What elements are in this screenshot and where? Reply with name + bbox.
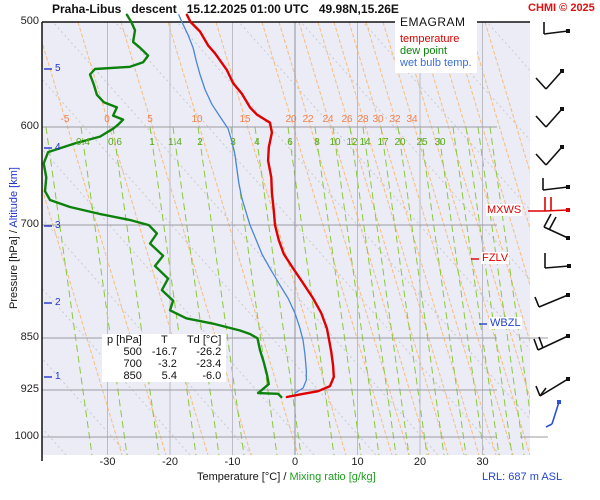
mixing-ratio-label-25: 25 bbox=[416, 137, 428, 148]
sounding-datetime: 15.12.2025 01:00 UTC bbox=[186, 2, 309, 16]
curve-dew-point bbox=[42, 13, 283, 399]
temp-tick--30: -30 bbox=[99, 456, 116, 468]
station-coords: 49.98N,15.26E bbox=[318, 2, 399, 16]
mixing-ratio-label-30: 30 bbox=[434, 137, 446, 148]
table-row: 850 5.4 -6.0 bbox=[123, 370, 222, 382]
station-name: Praha-Libus bbox=[52, 2, 122, 16]
moist-adiabat-label-15: 15 bbox=[239, 114, 251, 125]
wind-barb-dot bbox=[566, 208, 570, 212]
mixing-ratio-label-8: 8 bbox=[314, 137, 320, 148]
moist-adiabat-label-22: 22 bbox=[302, 114, 314, 125]
moist-adiabat-label-32: 32 bbox=[389, 114, 401, 125]
moist-adiabat-label-0: 0 bbox=[104, 114, 110, 125]
sounding-type: descent bbox=[131, 2, 177, 16]
copyright: CHMI © 2025 bbox=[528, 2, 595, 14]
pressure-tick-1000: 1000 bbox=[14, 430, 39, 442]
pressure-tick-500: 500 bbox=[20, 15, 39, 27]
x-axis-title-sep: / bbox=[280, 471, 290, 483]
mixing-ratio-label-0.4: 0.4 bbox=[76, 137, 90, 148]
altitude-tick-4km: 4 bbox=[55, 142, 61, 153]
moist-adiabat-label--5: -5 bbox=[60, 114, 70, 125]
moist-adiabat-label-20: 20 bbox=[285, 114, 297, 125]
plot-background bbox=[42, 22, 530, 455]
table-row: 700 -3.2 -23.4 bbox=[123, 358, 222, 370]
altitude-tick-2km: 2 bbox=[55, 297, 61, 308]
pressure-tick-850: 850 bbox=[20, 331, 39, 343]
moist-adiabat-label-34: 34 bbox=[406, 114, 418, 125]
moist-adiabat-label-10: 10 bbox=[191, 114, 203, 125]
wind-barb-dot bbox=[566, 185, 570, 189]
x-axis-title-temp: Temperature [°C] bbox=[197, 471, 281, 483]
legend-item-dewpoint: dew point bbox=[400, 45, 448, 57]
y-axis-title-wrap: Pressure [hPa] / Altitude [km] bbox=[0, 167, 134, 309]
mixing-ratio-label-12: 12 bbox=[346, 137, 358, 148]
mixing-ratio-label-20: 20 bbox=[394, 137, 406, 148]
wind-barb-dot bbox=[567, 264, 571, 268]
pressure-tick-700: 700 bbox=[20, 218, 39, 230]
moist-adiabat-label-24: 24 bbox=[322, 114, 334, 125]
col-t: T bbox=[161, 334, 168, 346]
temp-tick-0: 0 bbox=[291, 456, 299, 468]
mxws-label: MXWS bbox=[486, 204, 523, 216]
wind-barb-dot bbox=[566, 377, 570, 381]
legend-item-temperature: temperature bbox=[400, 33, 460, 45]
altitude-tick-5km: 5 bbox=[55, 63, 61, 74]
altitude-tick-1km: 1 bbox=[55, 371, 61, 382]
mixing-ratio-label-1: 1 bbox=[149, 137, 155, 148]
temp-tick--20: -20 bbox=[162, 456, 178, 468]
wind-barb-dot bbox=[566, 236, 570, 240]
mixing-ratio-label-6: 6 bbox=[287, 137, 293, 148]
curve-temperature bbox=[185, 13, 335, 399]
x-axis-title-mixing: Mixing ratio [g/kg] bbox=[289, 471, 376, 483]
altitude-tick-3km: 3 bbox=[55, 220, 61, 231]
wind-barb-dot bbox=[560, 107, 564, 111]
header-title: Praha-Libus descent 15.12.2025 01:00 UTC… bbox=[52, 2, 399, 16]
pressure-tick-600: 600 bbox=[20, 120, 39, 132]
mixing-ratio-label-10: 10 bbox=[329, 137, 341, 148]
wind-barb-dot bbox=[560, 145, 564, 149]
mixing-ratio-label-3: 3 bbox=[230, 137, 236, 148]
mixing-ratio-label-2: 2 bbox=[197, 137, 203, 148]
legend: EMAGRAM temperature dew point wet bulb t… bbox=[395, 13, 477, 73]
legend-title: EMAGRAM bbox=[400, 15, 466, 29]
mixing-ratio-label-17: 17 bbox=[377, 137, 389, 148]
wind-barb-dot bbox=[557, 400, 561, 404]
mixing-ratio-label-14: 14 bbox=[359, 137, 371, 148]
temp-tick-30: 30 bbox=[476, 456, 489, 468]
moist-adiabat-label-26: 26 bbox=[341, 114, 353, 125]
curve-wet-bulb-temp- bbox=[178, 14, 307, 394]
wbzl-label: WBZL bbox=[489, 317, 522, 329]
x-axis-title: Temperature [°C] / Mixing ratio [g/kg] bbox=[197, 471, 376, 483]
wind-barb-dot bbox=[566, 334, 570, 338]
moist-adiabat-label-30: 30 bbox=[372, 114, 384, 125]
y-axis-title-pressure: Pressure [hPa] bbox=[8, 236, 20, 309]
temp-tick-20: 20 bbox=[413, 456, 427, 468]
wind-barb-dot bbox=[560, 69, 564, 73]
mixing-ratio-label-4: 4 bbox=[254, 137, 260, 148]
legend-item-wetbulb: wet bulb temp. bbox=[400, 57, 472, 69]
temp-tick--10: -10 bbox=[224, 456, 241, 468]
moist-adiabat-label-5: 5 bbox=[147, 114, 153, 125]
lrl-value: LRL: 687 m ASL bbox=[482, 471, 563, 483]
mixing-ratio-label-0.6: 0.6 bbox=[108, 137, 122, 148]
moist-adiabat-label-28: 28 bbox=[357, 114, 369, 125]
mixing-ratio-label-1.4: 1.4 bbox=[168, 137, 182, 148]
pressure-tick-925: 925 bbox=[20, 383, 39, 395]
col-td: Td [°C] bbox=[186, 334, 222, 346]
fzlv-label: FZLV bbox=[481, 252, 510, 264]
sounding-table-header-row: p [hPa] T Td [°C] bbox=[102, 334, 226, 346]
wind-barb-dot bbox=[566, 293, 570, 297]
sounding-table: p [hPa] T Td [°C] 500 -16.7 -26.2 700 -3.2 -2… bbox=[102, 334, 227, 382]
table-row: 500 -16.7 -26.2 bbox=[123, 346, 222, 358]
temp-tick-10: 10 bbox=[351, 456, 364, 468]
wind-barb-dot bbox=[566, 29, 570, 33]
col-p: p [hPa] bbox=[107, 334, 142, 346]
